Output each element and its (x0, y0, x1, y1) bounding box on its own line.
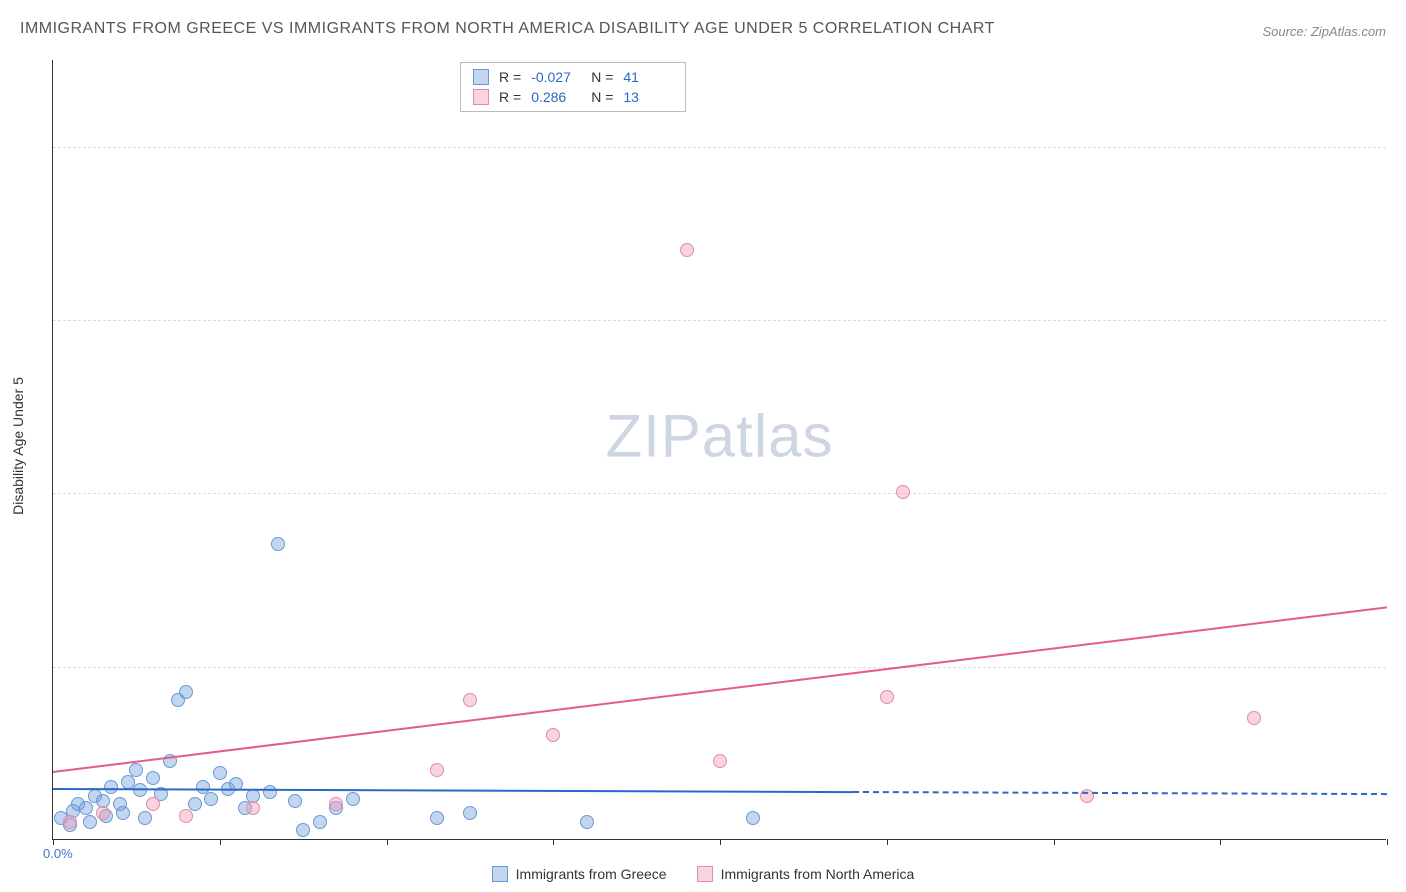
watermark-zip: ZIP (605, 402, 701, 469)
legend-item: Immigrants from North America (697, 866, 915, 882)
n-value: 41 (623, 69, 673, 85)
data-point (271, 537, 285, 551)
gridline (53, 147, 1386, 148)
stats-row: R = -0.027 N = 41 (473, 67, 673, 87)
data-point (680, 243, 694, 257)
data-point (430, 811, 444, 825)
swatch-icon (473, 69, 489, 85)
trend-line (53, 606, 1387, 773)
legend-item: Immigrants from Greece (492, 866, 667, 882)
data-point (713, 754, 727, 768)
data-point (179, 809, 193, 823)
data-point (746, 811, 760, 825)
x-tick (887, 839, 888, 845)
data-point (346, 792, 360, 806)
n-value: 13 (623, 89, 673, 105)
data-point (288, 794, 302, 808)
data-point (83, 815, 97, 829)
data-point (1080, 789, 1094, 803)
gridline (53, 493, 1386, 494)
swatch-icon (492, 866, 508, 882)
y-axis-label: Disability Age Under 5 (10, 377, 26, 515)
stats-box: R = -0.027 N = 41 R = 0.286 N = 13 (460, 62, 686, 112)
data-point (463, 693, 477, 707)
data-point (79, 801, 93, 815)
x-tick (53, 839, 54, 845)
x-tick (1387, 839, 1388, 845)
source-label: Source: ZipAtlas.com (1262, 24, 1386, 39)
data-point (146, 771, 160, 785)
r-value: 0.286 (531, 89, 581, 105)
x-tick (387, 839, 388, 845)
data-point (133, 783, 147, 797)
data-point (430, 763, 444, 777)
data-point (188, 797, 202, 811)
chart-title: IMMIGRANTS FROM GREECE VS IMMIGRANTS FRO… (20, 20, 995, 38)
data-point (263, 785, 277, 799)
data-point (179, 685, 193, 699)
x-tick (553, 839, 554, 845)
legend-label: Immigrants from North America (721, 866, 915, 882)
data-point (880, 690, 894, 704)
x-tick (720, 839, 721, 845)
n-label: N = (591, 69, 613, 85)
x-tick (1054, 839, 1055, 845)
gridline (53, 320, 1386, 321)
data-point (246, 801, 260, 815)
plot-area: ZIPatlas 0.0% 8.0% 10.0%20.0%30.0%40.0% (52, 60, 1386, 840)
legend: Immigrants from Greece Immigrants from N… (0, 866, 1406, 882)
data-point (104, 780, 118, 794)
data-point (138, 811, 152, 825)
data-point (204, 792, 218, 806)
gridline (53, 667, 1386, 668)
data-point (116, 806, 130, 820)
watermark-atlas: atlas (702, 402, 834, 469)
data-point (580, 815, 594, 829)
n-label: N = (591, 89, 613, 105)
trend-line (53, 788, 853, 793)
swatch-icon (697, 866, 713, 882)
x-tick (1220, 839, 1221, 845)
data-point (296, 823, 310, 837)
r-label: R = (499, 89, 521, 105)
x-tick (220, 839, 221, 845)
data-point (329, 797, 343, 811)
data-point (1247, 711, 1261, 725)
legend-label: Immigrants from Greece (516, 866, 667, 882)
r-label: R = (499, 69, 521, 85)
data-point (146, 797, 160, 811)
data-point (129, 763, 143, 777)
swatch-icon (473, 89, 489, 105)
watermark: ZIPatlas (605, 401, 833, 470)
stats-row: R = 0.286 N = 13 (473, 87, 673, 107)
data-point (63, 815, 77, 829)
data-point (213, 766, 227, 780)
r-value: -0.027 (531, 69, 581, 85)
data-point (463, 806, 477, 820)
x-axis-origin-label: 0.0% (43, 846, 73, 861)
data-point (96, 806, 110, 820)
data-point (546, 728, 560, 742)
data-point (313, 815, 327, 829)
data-point (896, 485, 910, 499)
trend-line (853, 791, 1387, 795)
